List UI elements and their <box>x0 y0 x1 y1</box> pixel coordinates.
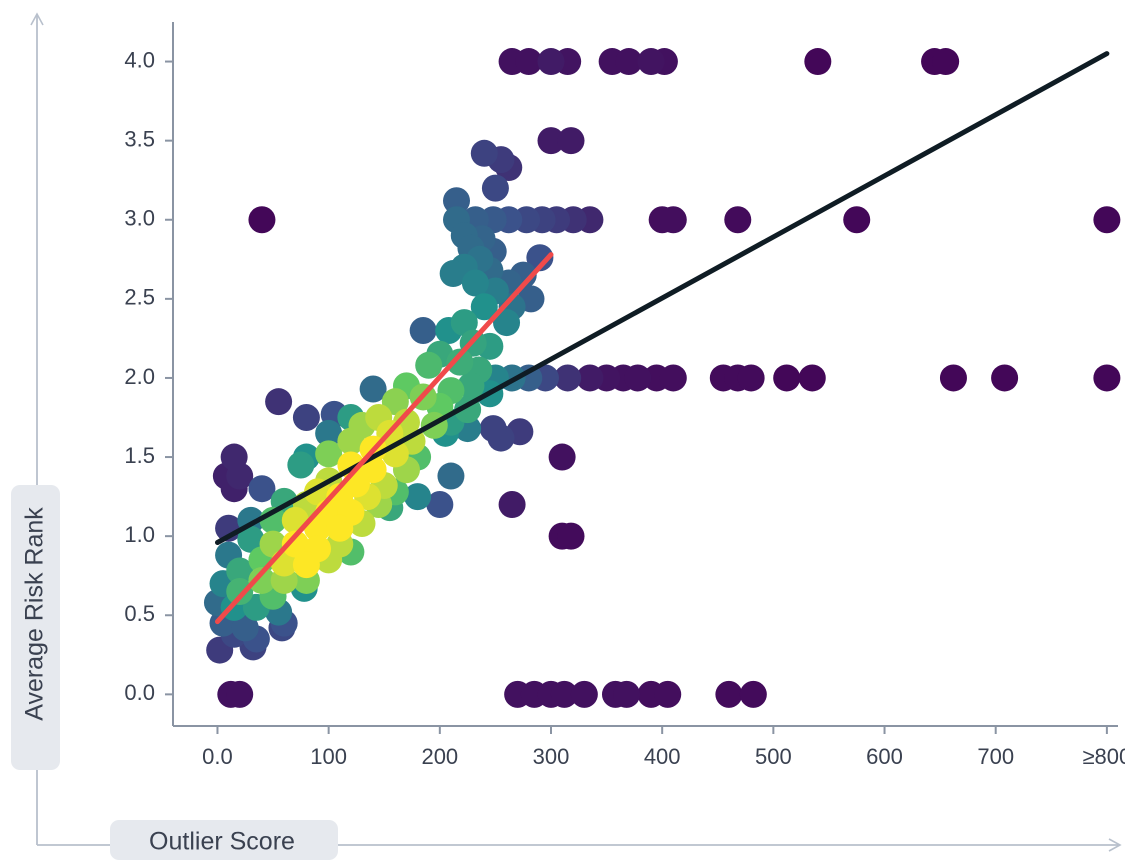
data-point <box>843 206 871 234</box>
data-point <box>613 680 641 708</box>
data-point <box>659 206 687 234</box>
data-point <box>315 440 343 468</box>
data-point <box>537 127 565 155</box>
data-point <box>715 680 743 708</box>
data-point <box>554 364 582 392</box>
data-point <box>281 530 309 558</box>
data-point <box>437 462 465 490</box>
data-point <box>637 48 665 76</box>
data-points <box>203 48 1121 708</box>
x-tick-label: 100 <box>310 744 347 769</box>
x-tick-label: 700 <box>977 744 1014 769</box>
data-point <box>724 206 752 234</box>
data-point <box>237 525 265 553</box>
data-point <box>226 680 254 708</box>
data-point <box>570 680 598 708</box>
y-axis-ticks: 0.0 0.5 1.0 1.5 2.0 2.5 3.0 3.5 4.0 <box>124 47 173 705</box>
data-point <box>654 680 682 708</box>
data-point <box>470 139 498 167</box>
data-point <box>226 578 254 606</box>
y-axis-title: Average Risk Rank <box>21 507 49 721</box>
data-point <box>450 309 478 337</box>
data-point <box>226 557 254 585</box>
x-axis-ticks: 0.0 100 200 300 400 500 600 700 ≥800 <box>202 726 1125 769</box>
data-point <box>804 48 832 76</box>
data-point <box>248 475 276 503</box>
data-point <box>265 388 293 416</box>
data-point <box>248 566 276 594</box>
x-tick-label: 400 <box>644 744 681 769</box>
data-point <box>537 48 565 76</box>
data-point <box>737 364 765 392</box>
data-point <box>932 48 960 76</box>
data-point <box>526 244 554 272</box>
y-tick-label: 3.0 <box>124 206 155 231</box>
x-axis-title: Outlier Score <box>149 828 295 856</box>
x-tick-label: 200 <box>421 744 458 769</box>
y-tick-label: 1.5 <box>124 443 155 468</box>
data-point <box>326 514 354 542</box>
data-point <box>557 127 585 155</box>
data-point <box>248 206 276 234</box>
x-axis-title-badge <box>110 820 338 860</box>
data-point <box>739 680 767 708</box>
y-tick-label: 2.0 <box>124 364 155 389</box>
data-point <box>315 419 343 447</box>
data-point <box>624 364 652 392</box>
x-tick-label: 0.0 <box>202 744 233 769</box>
data-point <box>498 491 526 519</box>
data-point <box>548 443 576 471</box>
data-point <box>493 309 521 337</box>
trend-line <box>215 252 554 625</box>
data-point <box>1093 364 1121 392</box>
data-point <box>292 551 320 579</box>
data-point <box>557 522 585 550</box>
data-point <box>439 260 467 288</box>
trend-lines <box>215 51 1110 625</box>
data-point <box>426 491 454 519</box>
data-point <box>359 375 387 403</box>
data-point <box>798 364 826 392</box>
data-point <box>446 348 474 376</box>
x-tick-label: 600 <box>866 744 903 769</box>
data-point <box>337 427 365 455</box>
data-point <box>615 48 643 76</box>
data-point <box>479 415 507 443</box>
data-point <box>1093 206 1121 234</box>
y-tick-label: 1.0 <box>124 522 155 547</box>
data-point <box>470 293 498 321</box>
x-tick-label: 300 <box>533 744 570 769</box>
trend-line <box>215 51 1110 545</box>
data-point <box>231 614 259 642</box>
data-point <box>939 364 967 392</box>
data-point <box>226 462 254 490</box>
data-point <box>991 364 1019 392</box>
y-tick-label: 2.5 <box>124 285 155 310</box>
x-tick-label: ≥800 <box>1082 744 1125 769</box>
data-point <box>576 364 604 392</box>
y-tick-label: 0.5 <box>124 601 155 626</box>
data-point <box>550 680 578 708</box>
data-point <box>292 404 320 432</box>
x-tick-label: 500 <box>755 744 792 769</box>
data-point <box>461 269 489 297</box>
y-tick-label: 0.0 <box>124 680 155 705</box>
data-point <box>443 187 470 215</box>
data-point <box>773 364 801 392</box>
data-point <box>404 483 432 511</box>
data-point <box>409 316 437 344</box>
data-point <box>659 364 687 392</box>
data-point <box>287 451 315 479</box>
y-axis-title-badge <box>11 485 60 770</box>
data-point <box>515 48 543 76</box>
data-point <box>481 174 509 202</box>
y-tick-label: 4.0 <box>124 47 155 72</box>
y-tick-label: 3.5 <box>124 126 155 151</box>
data-point <box>415 351 443 379</box>
